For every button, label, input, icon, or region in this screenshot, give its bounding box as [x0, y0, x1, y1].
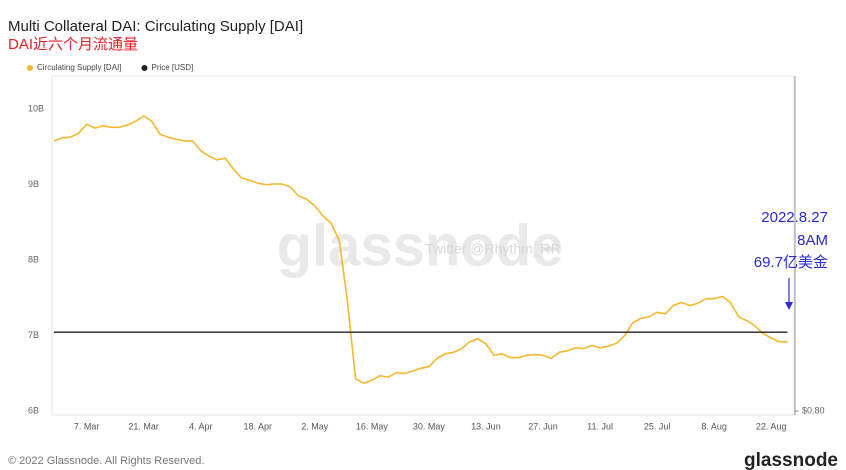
legend-label: Circulating Supply [DAI] — [37, 63, 121, 72]
x-tick-label: 2. May — [301, 421, 329, 431]
annotation-arrowhead — [785, 302, 793, 310]
y-tick-label: 6B — [28, 406, 39, 416]
watermark: glassnode — [277, 213, 564, 278]
y-tick-label: 10B — [28, 104, 44, 114]
y2-tick-label: $0.80 — [802, 405, 825, 415]
footer: © 2022 Glassnode. All Rights Reserved. — [8, 455, 204, 467]
x-tick-label: 21. Mar — [128, 421, 159, 431]
chart-title: Multi Collateral DAI: Circulating Supply… — [8, 18, 303, 35]
legend-label: Price [USD] — [151, 63, 193, 72]
x-tick-label: 13. Jun — [471, 421, 501, 431]
x-tick-label: 27. Jun — [528, 421, 558, 431]
watermark-credit: Twitter @Rhythm_RR — [425, 241, 561, 257]
x-tick-label: 8. Aug — [701, 421, 727, 431]
chart-subtitle: DAI近六个月流通量 — [8, 36, 138, 53]
annotation: 69.7亿美金 — [754, 254, 828, 271]
legend-swatch — [27, 65, 33, 71]
x-tick-label: 25. Jul — [644, 421, 671, 431]
x-tick-label: 7. Mar — [74, 421, 100, 431]
legend-swatch — [141, 65, 148, 71]
x-tick-label: 30. May — [413, 421, 446, 431]
annotation: 2022.8.27 — [761, 209, 828, 226]
x-tick-label: 16. May — [356, 421, 389, 431]
x-tick-label: 11. Jul — [587, 421, 613, 431]
annotation: 8AM — [797, 232, 828, 249]
brand-logo: glassnode — [744, 450, 838, 470]
x-tick-label: 18. Apr — [243, 421, 272, 431]
series-line — [53, 115, 788, 385]
y-tick-label: 9B — [28, 179, 39, 189]
y-tick-label: 7B — [28, 330, 39, 340]
plot-frame — [51, 75, 795, 416]
x-tick-label: 22. Aug — [756, 421, 787, 431]
y-tick-label: 8B — [28, 255, 39, 265]
x-tick-label: 4. Apr — [189, 421, 213, 431]
